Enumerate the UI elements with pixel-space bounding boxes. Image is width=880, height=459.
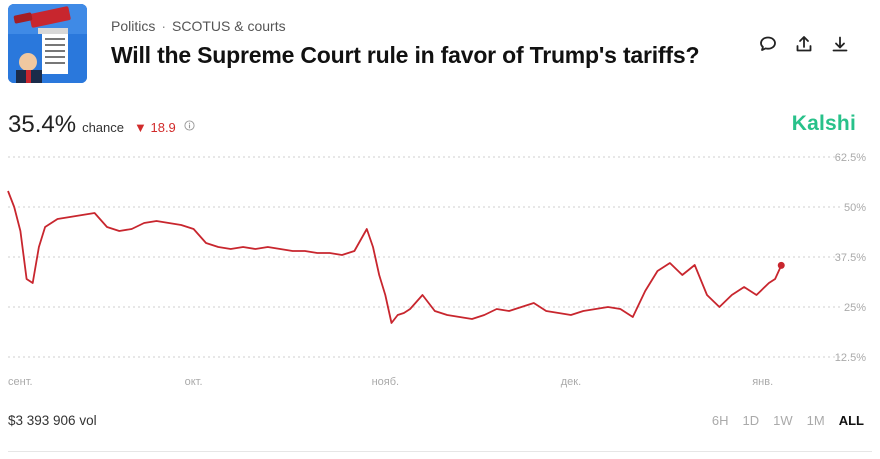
- breadcrumb: Politics · SCOTUS & courts: [111, 18, 286, 34]
- current-value-dot: [777, 261, 785, 269]
- y-tick-label: 37.5%: [835, 252, 866, 264]
- action-bar: [758, 34, 850, 54]
- market-title: Will the Supreme Court rule in favor of …: [111, 42, 700, 68]
- breadcrumb-subcategory[interactable]: SCOTUS & courts: [172, 18, 286, 34]
- x-tick-label: янв.: [752, 376, 773, 388]
- series-line: [7, 190, 783, 324]
- bottom-divider: [8, 451, 872, 452]
- download-icon: [832, 36, 848, 52]
- comment-button[interactable]: [758, 34, 778, 54]
- probability-summary: 35.4% chance ▼ 18.9: [8, 111, 195, 139]
- market-thumbnail: [8, 4, 87, 83]
- x-tick-label: дек.: [561, 376, 581, 388]
- y-tick-label: 62.5%: [835, 152, 866, 164]
- range-1w[interactable]: 1W: [773, 413, 793, 428]
- y-tick-label: 12.5%: [835, 352, 866, 364]
- x-tick-label: нояб.: [372, 376, 400, 388]
- range-selector: 6H 1D 1W 1M ALL: [712, 413, 864, 428]
- chance-change: ▼ 18.9: [134, 120, 176, 135]
- chance-percent: 35.4%: [8, 111, 77, 138]
- chance-label: chance: [82, 120, 124, 135]
- price-chart: 62.5% 50% 37.5% 25% 12.5% сент. окт. нояб. дек. я…: [7, 152, 866, 388]
- y-tick-label: 25%: [844, 302, 866, 314]
- breadcrumb-separator: ·: [161, 18, 167, 34]
- share-icon: [796, 36, 812, 52]
- comment-icon: [760, 36, 776, 51]
- x-tick-label: окт.: [185, 376, 203, 388]
- gavel-image: [8, 4, 87, 83]
- info-icon[interactable]: [184, 119, 195, 131]
- range-all[interactable]: ALL: [838, 413, 864, 428]
- range-1m[interactable]: 1M: [806, 413, 825, 428]
- x-tick-label: сент.: [8, 376, 33, 388]
- breadcrumb-category[interactable]: Politics: [111, 18, 156, 34]
- share-button[interactable]: [794, 34, 814, 54]
- range-6h[interactable]: 6H: [711, 413, 729, 428]
- chance-change-value: 18.9: [150, 120, 176, 135]
- kalshi-logo: Kalshi: [791, 112, 856, 135]
- download-button[interactable]: [830, 34, 850, 54]
- y-tick-label: 50%: [844, 202, 866, 214]
- volume-label: $3 393 906 vol: [8, 413, 97, 428]
- down-arrow-icon: ▼: [133, 120, 147, 135]
- range-1d[interactable]: 1D: [742, 413, 760, 428]
